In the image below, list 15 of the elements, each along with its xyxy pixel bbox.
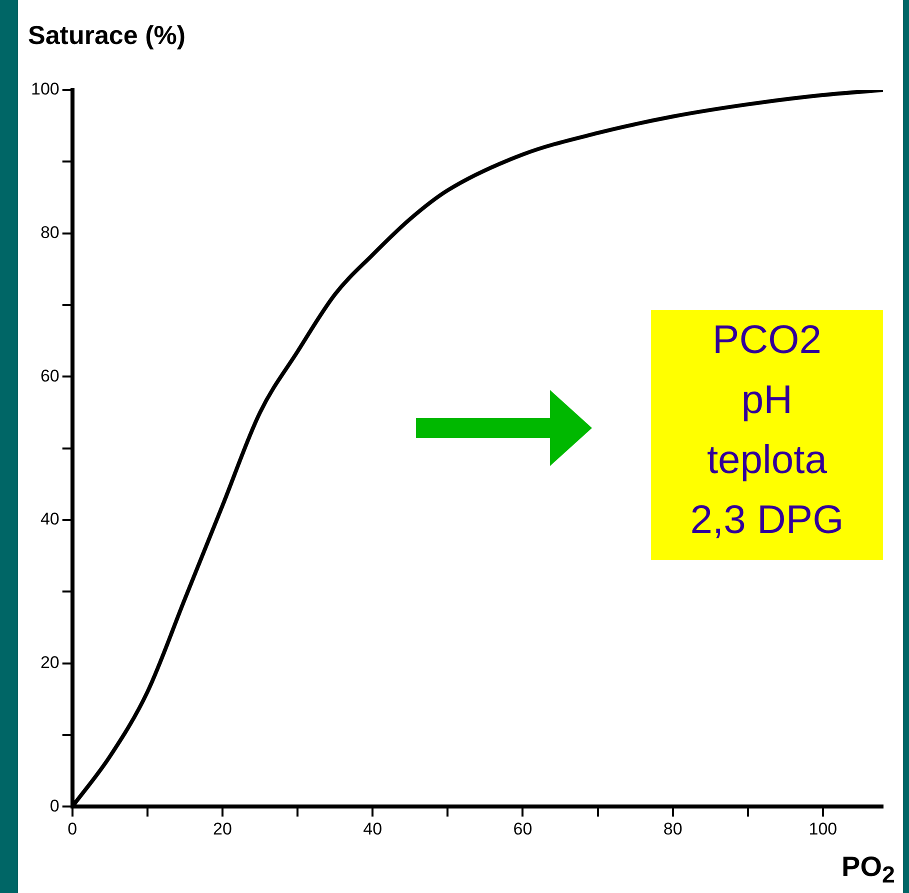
annotation: PCO2 pH teplota 2,3 DPG: [651, 310, 883, 560]
x-tick-label: 20: [213, 819, 232, 838]
x-tick-label: 100: [808, 819, 838, 838]
y-tick-label: 80: [40, 223, 60, 242]
x-tick-label: 0: [68, 819, 78, 838]
x-tick-label: 40: [363, 819, 382, 838]
y-tick-label: 40: [40, 510, 60, 529]
x-axis-title: PO$_{2}$: [842, 851, 895, 889]
x-tick-label: 80: [663, 819, 682, 838]
x-tick-label: 60: [513, 819, 532, 838]
y-tick-label: 60: [40, 366, 60, 386]
y-axis-title: Saturace (%): [28, 20, 186, 51]
y-tick-label: 100: [30, 80, 60, 99]
y-tick-label: 0: [50, 796, 60, 816]
y-tick-label: 20: [40, 652, 60, 672]
